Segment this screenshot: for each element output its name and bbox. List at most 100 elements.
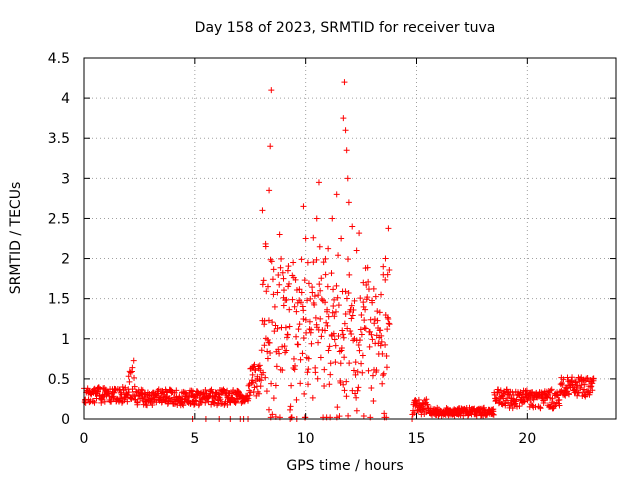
y-tick-label: 2 bbox=[61, 252, 70, 268]
data-point bbox=[124, 398, 131, 405]
data-point bbox=[309, 289, 316, 296]
data-point bbox=[276, 350, 283, 357]
data-point bbox=[307, 295, 314, 302]
data-point bbox=[127, 394, 134, 401]
data-point bbox=[348, 302, 355, 309]
data-point bbox=[332, 308, 339, 315]
data-point bbox=[521, 398, 528, 405]
data-point bbox=[547, 387, 554, 394]
data-point bbox=[356, 230, 363, 237]
data-point bbox=[291, 303, 298, 310]
data-point bbox=[569, 374, 576, 381]
data-point bbox=[308, 340, 315, 347]
data-point bbox=[360, 279, 367, 286]
data-point bbox=[365, 278, 372, 285]
data-point bbox=[321, 366, 328, 373]
data-point bbox=[335, 302, 342, 309]
data-point bbox=[271, 328, 278, 335]
data-point bbox=[202, 387, 209, 394]
data-point bbox=[315, 179, 322, 186]
data-point bbox=[338, 235, 345, 242]
data-point bbox=[490, 411, 497, 418]
data-point bbox=[324, 283, 331, 290]
data-point bbox=[358, 331, 365, 338]
data-point bbox=[379, 380, 386, 387]
data-point bbox=[166, 395, 173, 402]
data-point bbox=[276, 281, 283, 288]
data-point bbox=[125, 389, 132, 396]
data-point bbox=[131, 383, 138, 390]
data-point bbox=[260, 277, 267, 284]
data-point bbox=[305, 366, 312, 373]
data-point bbox=[296, 321, 303, 328]
data-point bbox=[383, 364, 390, 371]
data-point bbox=[274, 289, 281, 296]
data-point bbox=[347, 327, 354, 334]
x-tick-label: 0 bbox=[80, 431, 89, 447]
data-point bbox=[348, 331, 355, 338]
data-point bbox=[312, 369, 319, 376]
data-point bbox=[208, 386, 215, 393]
data-point bbox=[298, 256, 305, 263]
data-point bbox=[530, 396, 537, 403]
data-point bbox=[300, 334, 307, 341]
data-point bbox=[290, 355, 297, 362]
data-point bbox=[590, 375, 597, 382]
data-point bbox=[373, 367, 380, 374]
data-point bbox=[287, 403, 294, 410]
data-point bbox=[473, 411, 480, 418]
data-point bbox=[331, 313, 338, 320]
axis-ticks: 0 0.5 1 1.5 2 2.5 3 3.5 4 4.5 0 5 10 15 20 bbox=[48, 51, 616, 447]
y-tick-label: 1.5 bbox=[48, 292, 70, 308]
data-point bbox=[292, 276, 299, 283]
y-tick-label: 4 bbox=[61, 91, 70, 107]
data-point bbox=[329, 309, 336, 316]
data-point bbox=[300, 203, 307, 210]
data-point bbox=[270, 291, 277, 298]
data-point bbox=[333, 282, 340, 289]
data-point bbox=[125, 373, 132, 380]
data-point bbox=[263, 288, 270, 295]
data-point bbox=[589, 387, 596, 394]
data-point bbox=[279, 343, 286, 350]
data-point bbox=[341, 387, 348, 394]
data-point bbox=[384, 271, 391, 278]
chart-title: Day 158 of 2023, SRMTID for receiver tuv… bbox=[195, 20, 496, 36]
data-point bbox=[298, 299, 305, 306]
data-point bbox=[369, 372, 376, 379]
data-point bbox=[583, 375, 590, 382]
data-point bbox=[280, 287, 287, 294]
data-point bbox=[360, 412, 367, 419]
y-tick-label: 0 bbox=[61, 412, 70, 428]
data-point bbox=[371, 320, 378, 327]
data-point bbox=[310, 259, 317, 266]
data-point bbox=[346, 360, 353, 367]
data-point bbox=[295, 341, 302, 348]
data-point bbox=[327, 371, 334, 378]
data-point bbox=[297, 356, 304, 363]
data-point bbox=[370, 398, 377, 405]
data-point bbox=[364, 294, 371, 301]
data-point bbox=[568, 377, 575, 384]
data-point bbox=[346, 271, 353, 278]
data-point bbox=[261, 317, 268, 324]
data-point bbox=[285, 283, 292, 290]
data-point bbox=[332, 359, 339, 366]
data-point bbox=[321, 382, 328, 389]
data-point bbox=[280, 275, 287, 282]
y-tick-label: 3.5 bbox=[48, 131, 70, 147]
data-point bbox=[153, 393, 160, 400]
data-point bbox=[269, 276, 276, 283]
data-point bbox=[262, 374, 269, 381]
data-point bbox=[337, 360, 344, 367]
data-point bbox=[262, 243, 269, 250]
data-point bbox=[292, 362, 299, 369]
data-point bbox=[318, 296, 325, 303]
data-point bbox=[257, 383, 264, 390]
data-point bbox=[355, 384, 362, 391]
data-point bbox=[325, 245, 332, 252]
data-point bbox=[312, 314, 319, 321]
x-tick-label: 5 bbox=[190, 431, 199, 447]
data-point bbox=[557, 381, 564, 388]
data-points bbox=[81, 79, 597, 422]
